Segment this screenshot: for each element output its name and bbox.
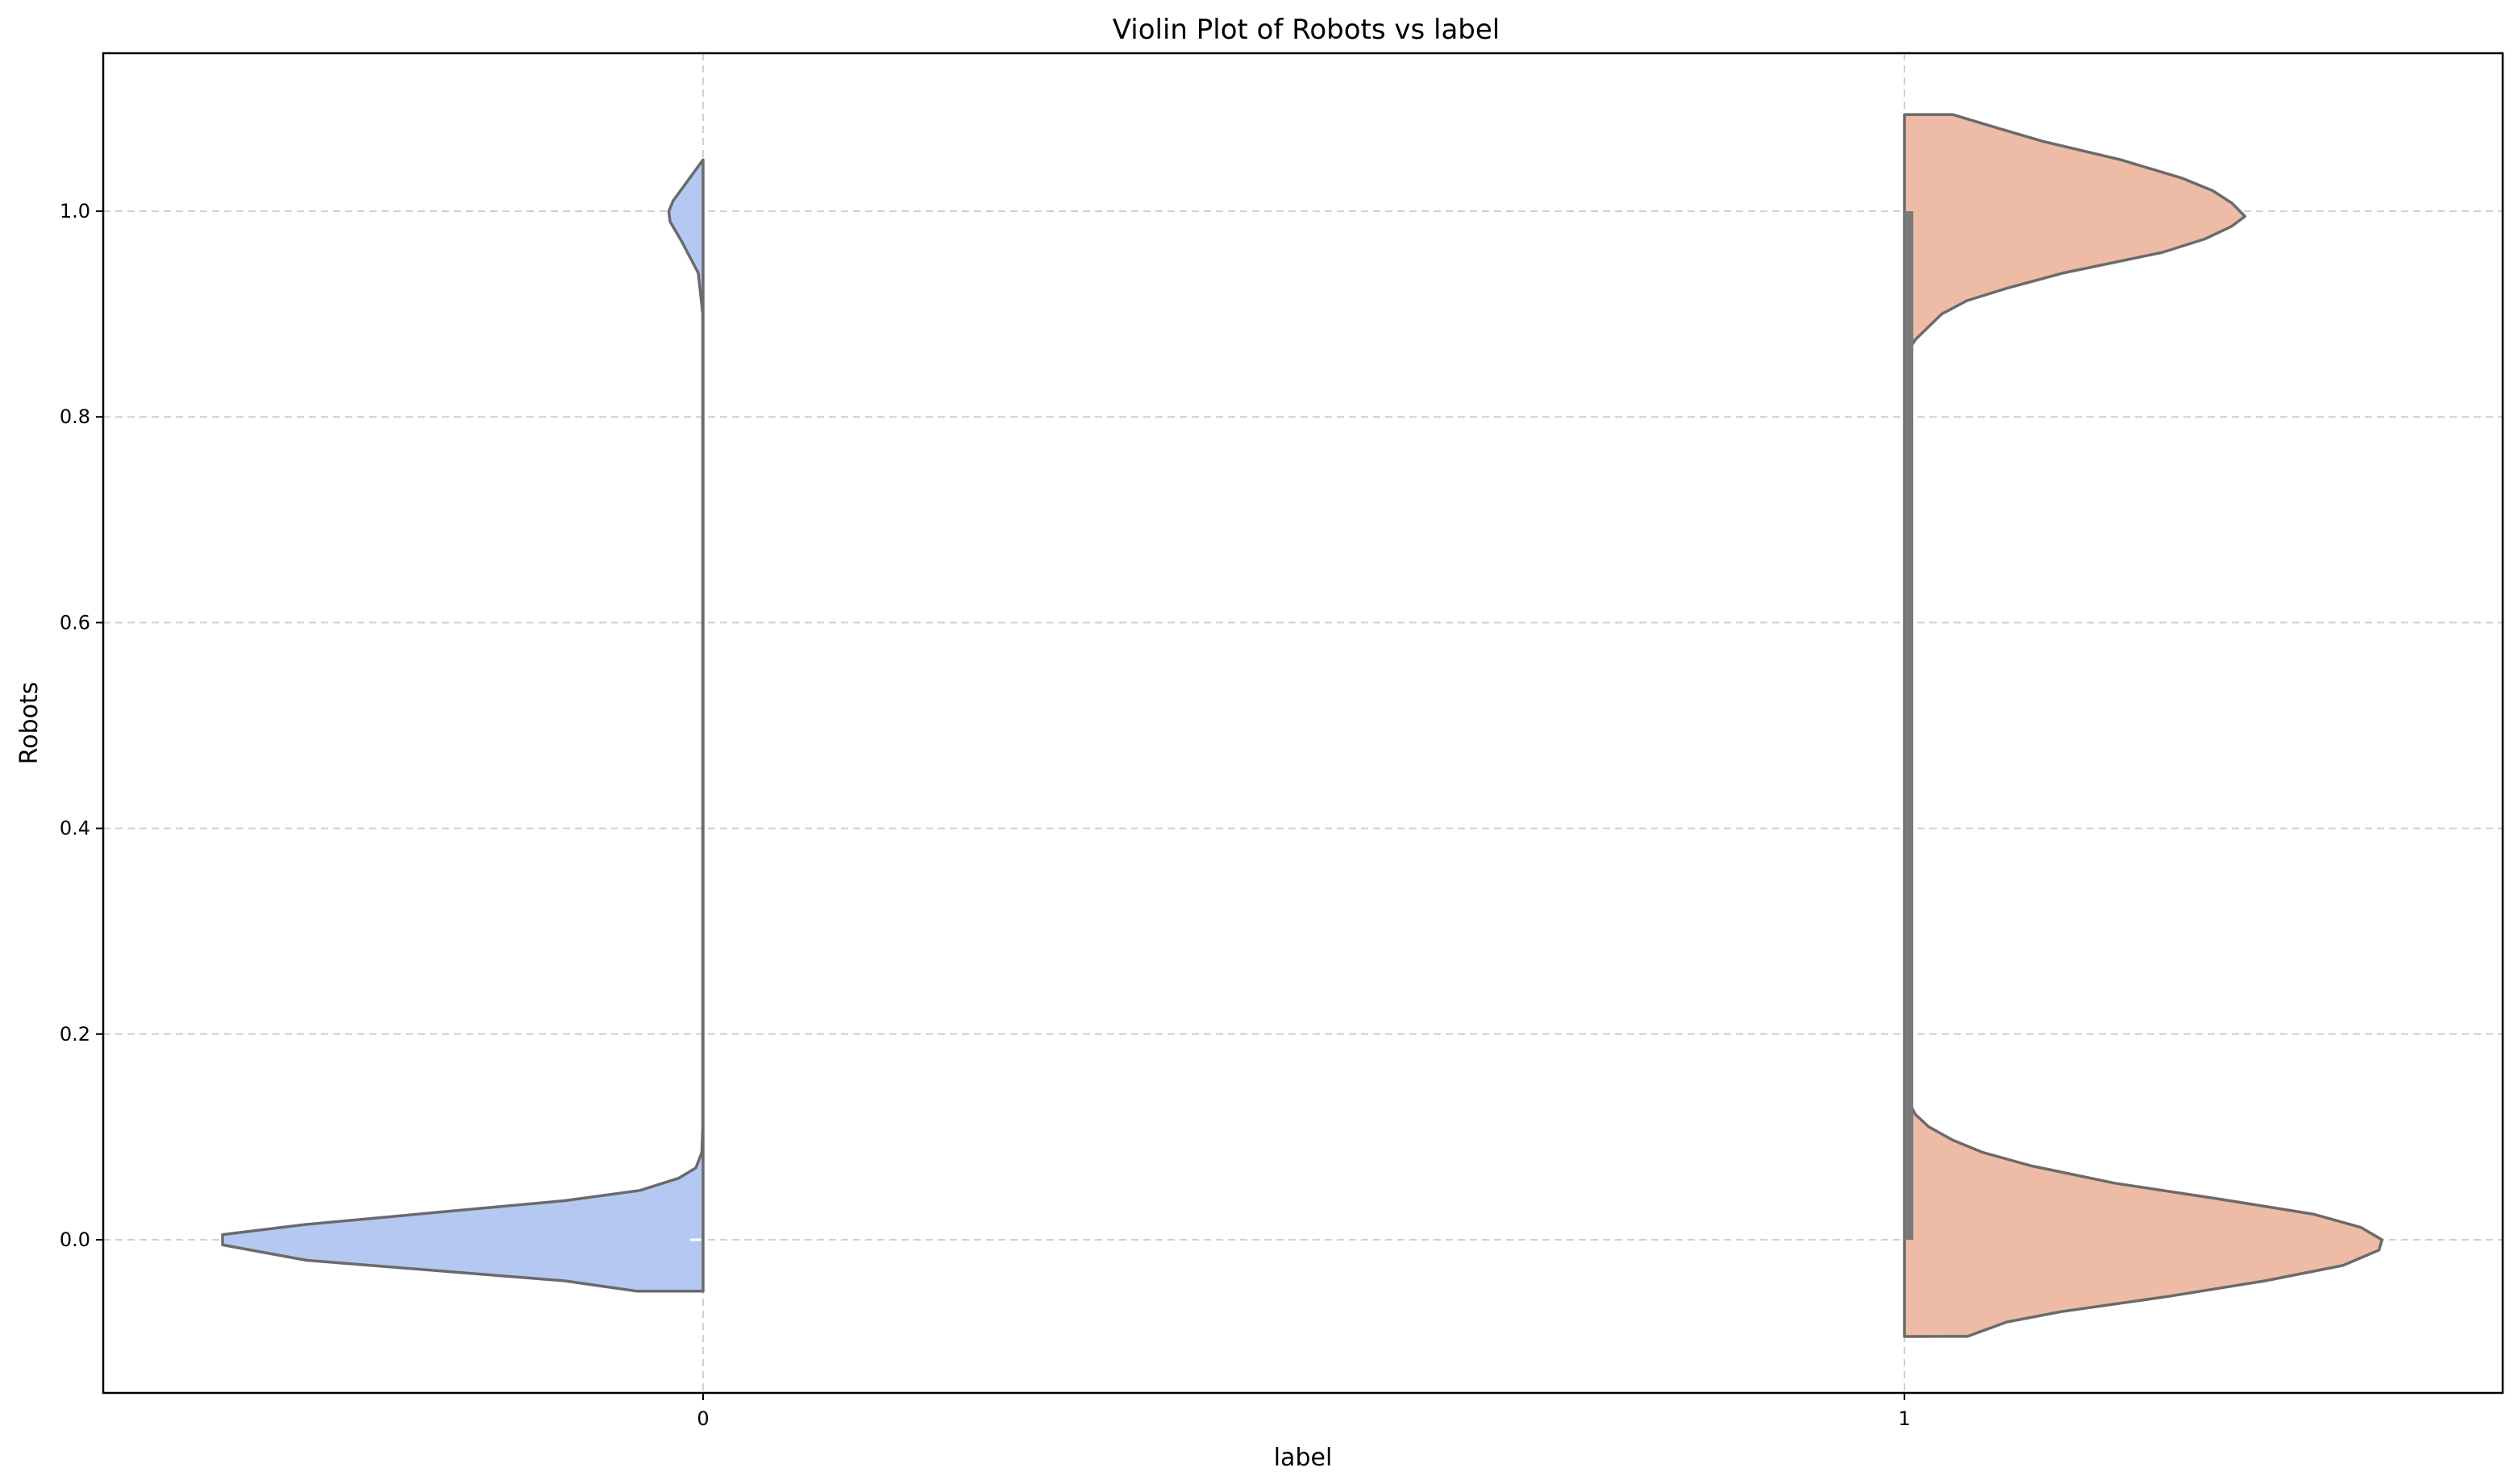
- x-tick-label: 0: [697, 1407, 709, 1430]
- x-axis-label: label: [1274, 1444, 1333, 1472]
- y-tick-label: 0.0: [60, 1228, 90, 1251]
- chart-title: Violin Plot of Robots vs label: [1113, 14, 1500, 46]
- y-tick-label: 0.4: [60, 817, 90, 840]
- box-iqr-1: [1904, 211, 1913, 1240]
- plot-frame: [102, 52, 2504, 1395]
- y-tick-label: 0.6: [60, 611, 90, 634]
- violin-half-0: [221, 158, 705, 1293]
- x-tick-label: 1: [1898, 1407, 1910, 1430]
- y-tick-label: 0.2: [60, 1023, 90, 1045]
- violin-half-1: [1903, 113, 2384, 1338]
- y-tick-label: 1.0: [60, 200, 90, 222]
- tick-layer: 0.0 0.2 0.4 0.6 0.8 1.0 0 1: [60, 200, 1911, 1430]
- y-axis-label: Robots: [15, 682, 44, 765]
- y-tick-label: 0.8: [60, 405, 90, 428]
- violin-layer: [221, 113, 2384, 1338]
